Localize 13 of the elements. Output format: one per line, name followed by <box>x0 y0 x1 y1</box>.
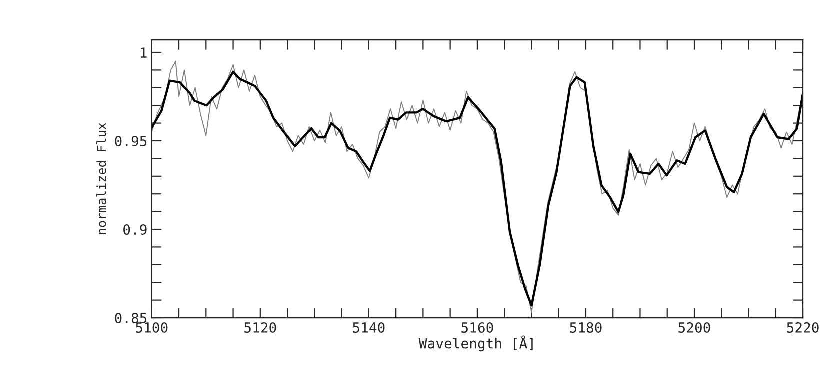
y-tick-label: 0.9 <box>124 224 147 236</box>
x-tick-label: 5100 <box>136 322 168 334</box>
x-tick-label: 5140 <box>353 322 385 334</box>
y-tick-label: 1 <box>141 48 147 58</box>
y-tick-label: 0.95 <box>115 136 147 147</box>
y-axis-title: normalized Flux <box>96 123 106 234</box>
x-tick-label: 5180 <box>570 322 602 334</box>
x-tick-label: 5120 <box>244 322 276 334</box>
y-tick-label: 0.85 <box>115 313 147 324</box>
x-tick-label: 5160 <box>462 322 494 334</box>
x-tick-label: 5200 <box>678 322 710 334</box>
x-tick-label: 5220 <box>787 322 819 334</box>
x-axis-title: Wavelength [Å] <box>418 336 533 352</box>
